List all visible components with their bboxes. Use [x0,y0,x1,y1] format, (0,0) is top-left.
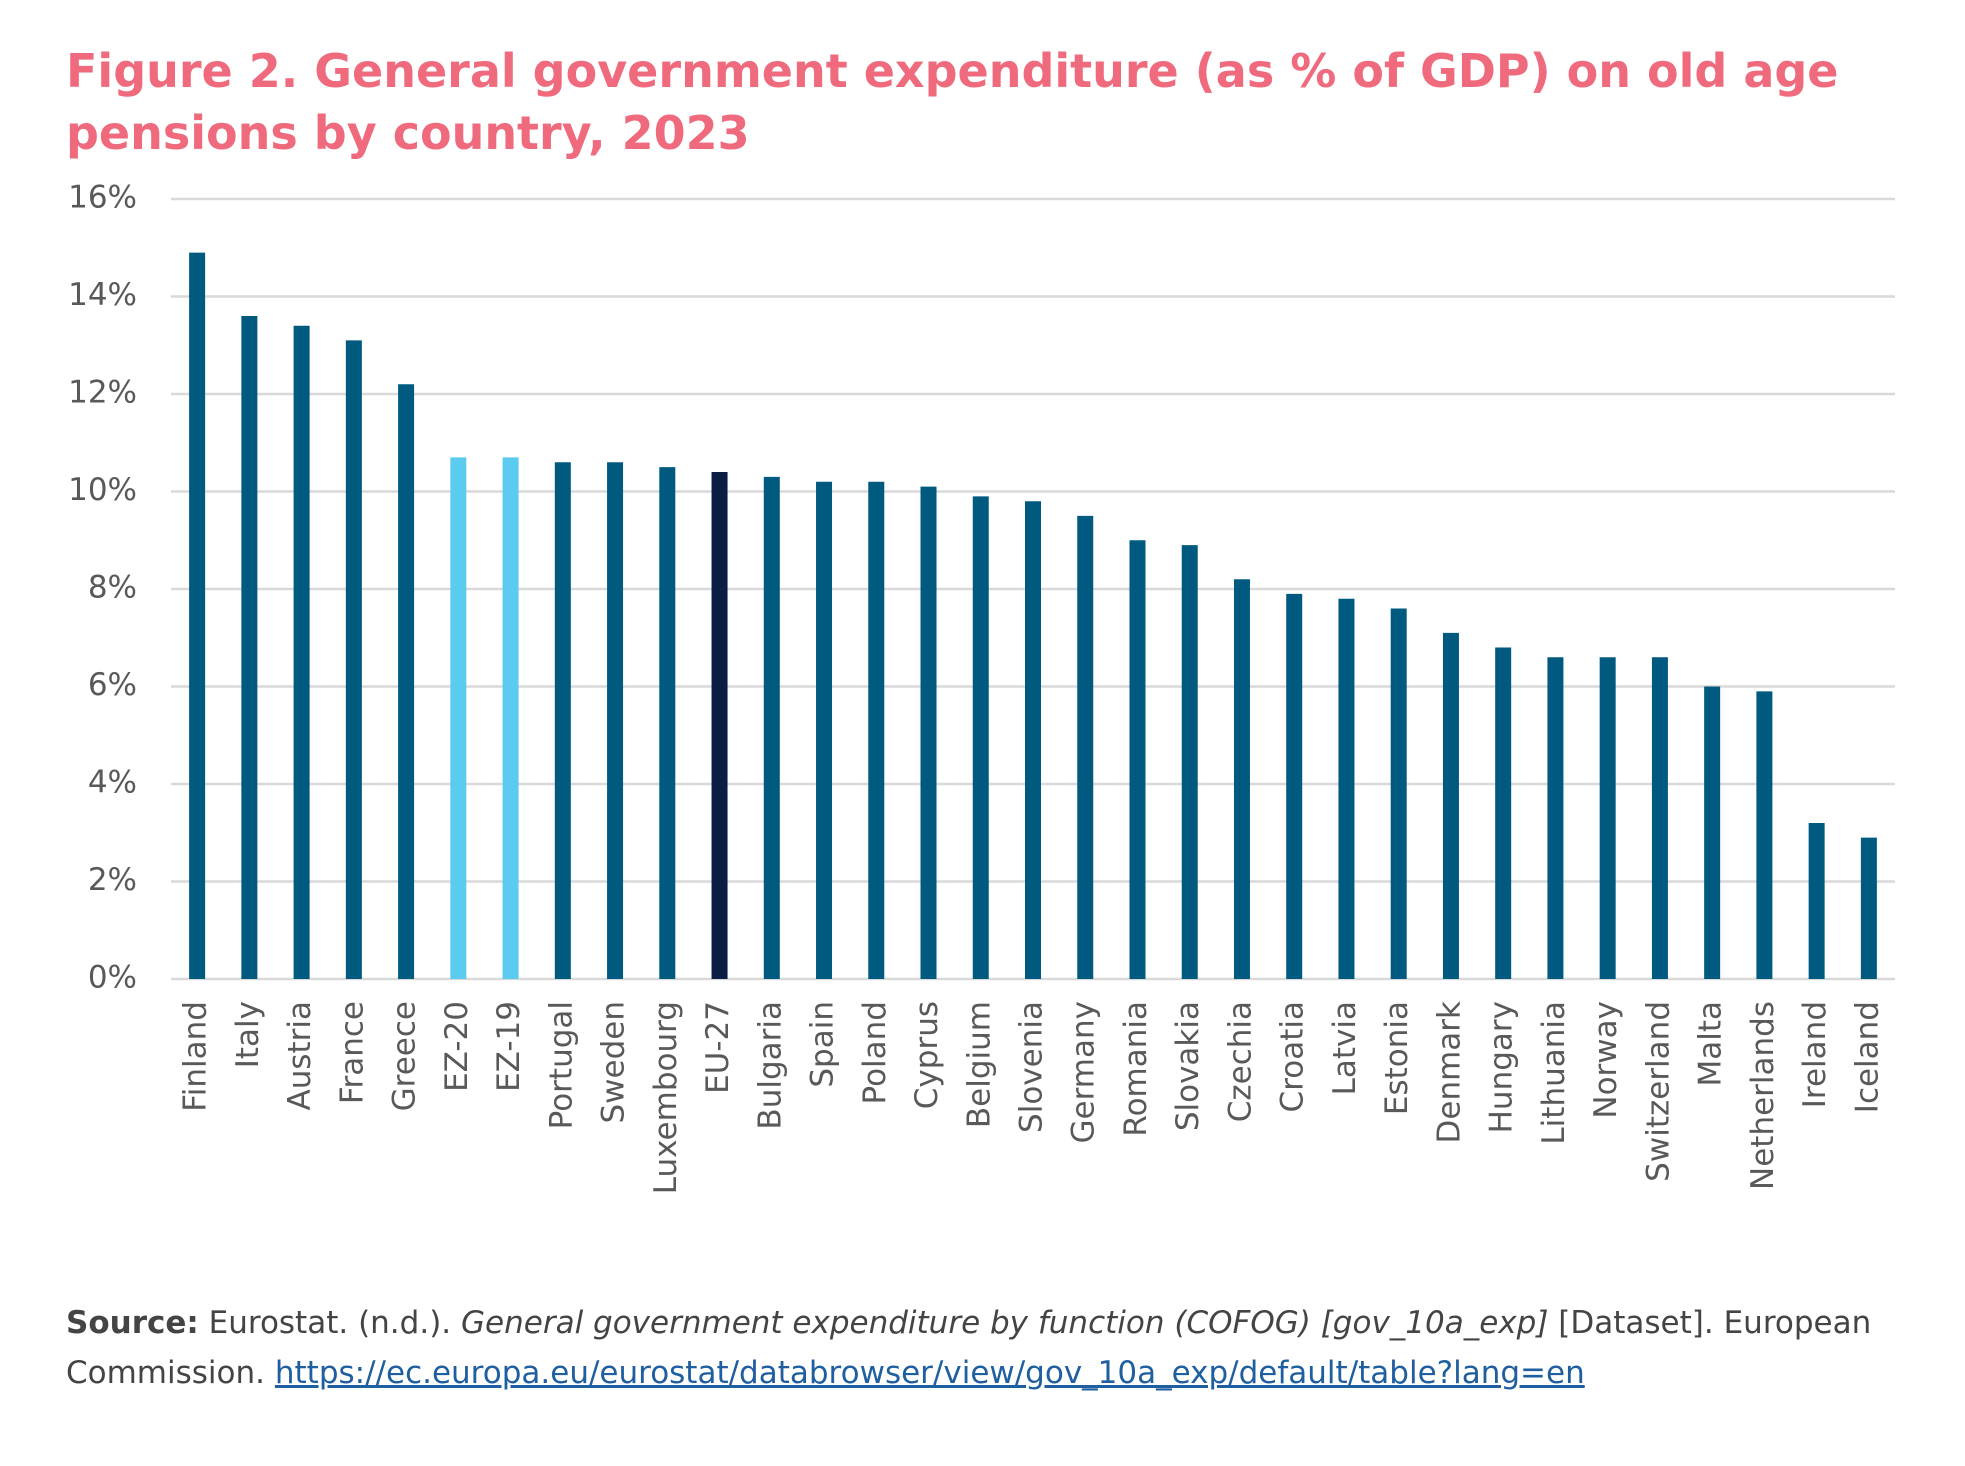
x-tick-label: Portugal [543,1001,579,1129]
bar [1808,823,1825,979]
x-tick-label: Belgium [961,1001,997,1128]
y-tick-label: 0% [88,960,137,996]
x-tick-label: Bulgaria [752,1001,788,1130]
source-label: Source: [66,1305,199,1341]
bar [1233,579,1250,979]
x-tick-label: Slovenia [1014,1001,1050,1133]
y-tick-label: 4% [88,765,137,801]
x-tick-label: Spain [805,1001,841,1088]
source-author: Eurostat. (n.d.). [208,1305,452,1341]
bar [1547,657,1564,979]
x-tick-label: Slovakia [1170,1001,1206,1131]
y-tick-label: 12% [68,375,137,411]
source-link[interactable]: https://ec.europa.eu/eurostat/databrowse… [274,1355,1585,1391]
x-tick-label: Romania [1118,1001,1154,1137]
bar [554,462,571,979]
bar [1651,657,1668,979]
bar [1495,647,1512,979]
bar [1860,837,1877,979]
x-tick-label: Finland [178,1001,214,1112]
x-tick-label: Cyprus [909,1001,945,1109]
bar [1025,501,1041,979]
bar [1129,540,1146,979]
x-tick-label: Switzerland [1640,1001,1676,1182]
bar [711,472,728,979]
bar [345,340,362,979]
x-tick-label: Estonia [1379,1001,1415,1115]
bar [763,476,780,979]
x-tick-label: Germany [1066,1001,1102,1143]
x-tick-label: Luxembourg [648,1001,684,1194]
x-tick-label: Malta [1693,1001,1729,1087]
y-tick-label: 6% [88,667,137,703]
x-tick-label: Ireland [1797,1001,1833,1108]
bar [868,481,885,979]
x-tick-label: Denmark [1431,1001,1467,1144]
x-tick-label: Poland [857,1001,893,1105]
y-tick-label: 16% [68,180,137,216]
x-tick-label: Iceland [1849,1001,1885,1113]
bar [1077,515,1094,979]
bar [920,486,937,979]
x-tick-label: France [334,1001,370,1104]
chart: 0% 2% 4% 6% 8% 10% 12% 14% 16% Finland Italy Austri… [68,180,1895,1194]
x-tick-label: EZ-20 [439,1001,475,1092]
x-tick-label: EZ-19 [491,1001,527,1092]
y-tick-label: 14% [68,277,137,313]
bar [607,462,624,979]
bar [293,325,310,979]
x-tick-label: Lithuania [1536,1001,1572,1145]
bar [450,457,467,979]
source-note: Source: Eurostat. (n.d.). General govern… [66,1298,1896,1398]
bar [1704,686,1721,979]
x-tick-label: EU-27 [700,1001,736,1094]
y-tick-label: 2% [88,862,137,898]
x-tick-label: Hungary [1484,1001,1520,1133]
y-tick-label: 10% [68,472,137,508]
bar [1442,632,1459,979]
bar [816,481,833,979]
x-tick-label: Greece [387,1001,423,1111]
x-tick-label: Czechia [1222,1001,1258,1122]
bar [241,316,258,979]
x-tick-label: Sweden [596,1001,632,1124]
bar [398,384,415,979]
y-tick-label: 8% [88,570,137,606]
bar [1756,691,1773,979]
bar [1286,593,1303,979]
x-tick-label: Norway [1588,1001,1624,1119]
bar [1599,657,1616,979]
bar [659,467,676,979]
x-tick-label: Austria [282,1001,318,1111]
bar [189,252,206,979]
bar [502,457,519,979]
bar [972,496,989,979]
x-tick-label: Netherlands [1745,1001,1781,1190]
source-rest: [Dataset]. European Commission. [66,1305,1872,1391]
bar [1181,545,1198,979]
source-title: General government expenditure by functi… [461,1305,1549,1341]
bar [1338,598,1355,979]
bar [1390,608,1407,979]
x-tick-label: Croatia [1275,1001,1311,1112]
chart-title: Figure 2. General government expenditure… [66,44,1839,160]
x-tick-label: Latvia [1327,1001,1363,1095]
x-tick-label: Italy [230,1001,266,1068]
